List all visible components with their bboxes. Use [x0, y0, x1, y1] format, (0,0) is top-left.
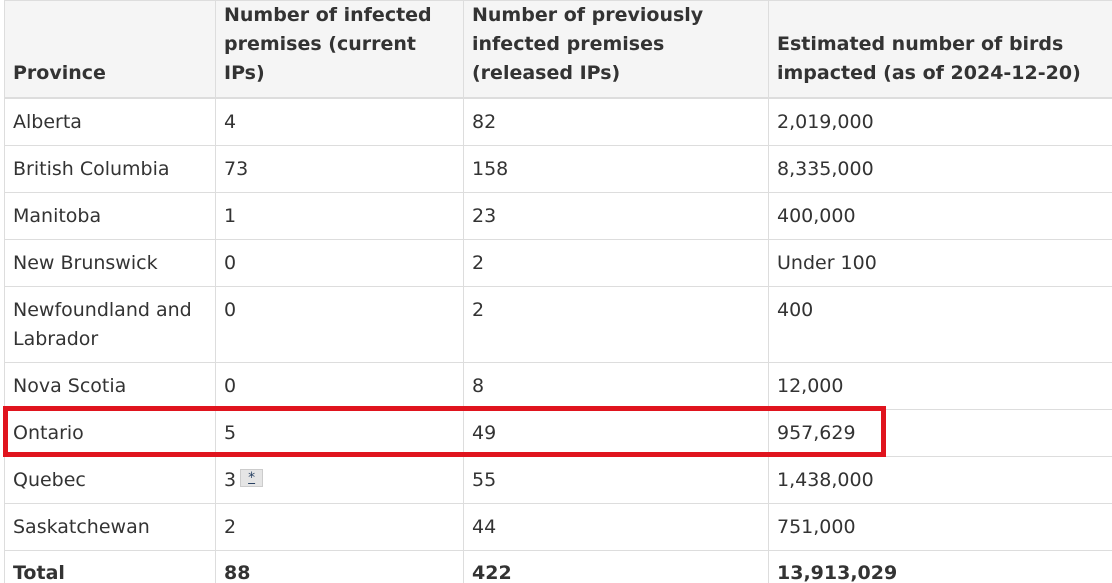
province-cell: New Brunswick	[4, 239, 216, 287]
birds-impacted-cell: 1,438,000	[768, 456, 1112, 504]
province-cell: British Columbia	[4, 145, 216, 193]
table-row: New Brunswick 0 2 Under 100	[4, 239, 1112, 287]
released-ips-cell: 2	[463, 286, 769, 363]
birds-impacted-cell: 2,019,000	[768, 97, 1112, 146]
province-cell: Alberta	[4, 97, 216, 146]
table-row: Newfoundland and Labrador 0 2 400	[4, 286, 1112, 363]
table-row: Alberta 4 82 2,019,000	[4, 97, 1112, 146]
province-cell: Nova Scotia	[4, 362, 216, 410]
avian-influenza-table: Province Number of infected premises (cu…	[4, 0, 1112, 583]
header-released-ips: Number of previously infected premises (…	[463, 0, 769, 99]
birds-impacted-cell: 400,000	[768, 192, 1112, 240]
header-row: Province Number of infected premises (cu…	[4, 0, 1112, 99]
table-footer: Total 88 422 13,913,029	[4, 550, 1112, 583]
current-ips-cell: 1	[215, 192, 464, 240]
released-ips-cell: 44	[463, 503, 769, 551]
current-ips-cell: 73	[215, 145, 464, 193]
birds-impacted-cell: 8,335,000	[768, 145, 1112, 193]
birds-impacted-cell: Under 100	[768, 239, 1112, 287]
birds-impacted-cell: 12,000	[768, 362, 1112, 410]
table-body: Alberta 4 82 2,019,000 British Columbia …	[4, 97, 1112, 551]
footnote-link[interactable]: *	[240, 469, 264, 487]
header-birds-impacted: Estimated number of birds impacted (as o…	[768, 0, 1112, 99]
province-cell: Manitoba	[4, 192, 216, 240]
current-ips-value: 3	[224, 469, 237, 491]
current-ips-cell: 0	[215, 286, 464, 363]
current-ips-cell: 3 *	[215, 456, 464, 504]
total-birds-impacted: 13,913,029	[768, 550, 1112, 583]
table-header: Province Number of infected premises (cu…	[4, 0, 1112, 99]
birds-impacted-cell: 751,000	[768, 503, 1112, 551]
total-current-ips: 88	[215, 550, 464, 583]
province-cell: Newfoundland and Labrador	[4, 286, 216, 363]
birds-impacted-cell: 400	[768, 286, 1112, 363]
total-row: Total 88 422 13,913,029	[4, 550, 1112, 583]
current-ips-cell: 0	[215, 239, 464, 287]
table-row-highlighted: Ontario 5 49 957,629	[4, 409, 1112, 457]
current-ips-cell: 4	[215, 97, 464, 146]
header-province: Province	[4, 0, 216, 99]
current-ips-cell: 5	[215, 409, 464, 457]
total-released-ips: 422	[463, 550, 769, 583]
province-cell: Quebec	[4, 456, 216, 504]
province-cell: Ontario	[4, 409, 216, 457]
released-ips-cell: 82	[463, 97, 769, 146]
total-label: Total	[4, 550, 216, 583]
table-row: Nova Scotia 0 8 12,000	[4, 362, 1112, 410]
released-ips-cell: 49	[463, 409, 769, 457]
current-ips-cell: 2	[215, 503, 464, 551]
released-ips-cell: 23	[463, 192, 769, 240]
released-ips-cell: 2	[463, 239, 769, 287]
released-ips-cell: 55	[463, 456, 769, 504]
table-row: Quebec 3 * 55 1,438,000	[4, 456, 1112, 504]
province-cell: Saskatchewan	[4, 503, 216, 551]
table-row: Saskatchewan 2 44 751,000	[4, 503, 1112, 551]
released-ips-cell: 8	[463, 362, 769, 410]
released-ips-cell: 158	[463, 145, 769, 193]
table-row: Manitoba 1 23 400,000	[4, 192, 1112, 240]
current-ips-cell: 0	[215, 362, 464, 410]
birds-impacted-cell: 957,629	[768, 409, 1112, 457]
table-row: British Columbia 73 158 8,335,000	[4, 145, 1112, 193]
header-current-ips: Number of infected premises (current IPs…	[215, 0, 464, 99]
